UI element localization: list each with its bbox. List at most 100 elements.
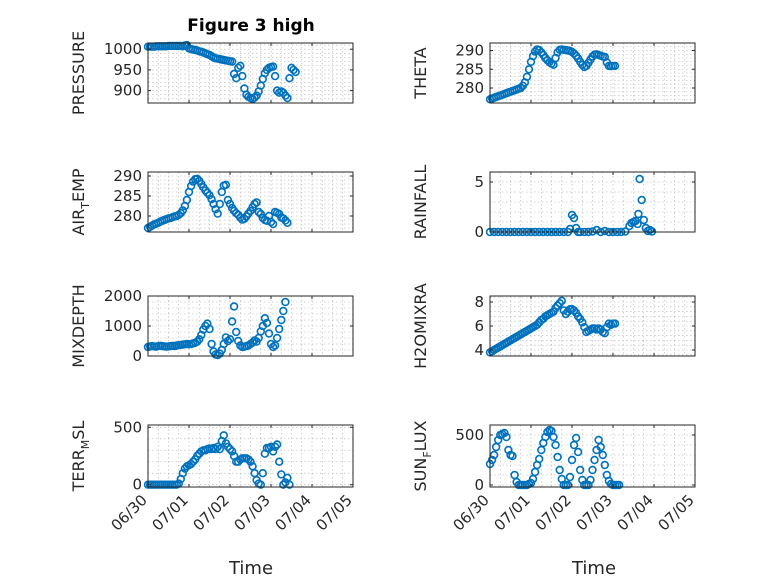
data-point — [283, 218, 292, 228]
data-point — [279, 306, 288, 316]
y-axis-label-part: EMP — [69, 168, 88, 202]
y-tick-label: 285 — [455, 60, 484, 78]
y-tick-label: 950 — [113, 61, 142, 79]
data-point — [215, 444, 225, 454]
figure-title: Figure 3 high — [187, 16, 315, 36]
data-point — [528, 51, 538, 61]
y-tick-label: 285 — [113, 187, 142, 205]
y-tick-label: 2000 — [104, 287, 142, 305]
data-point — [238, 71, 247, 81]
data-point — [244, 455, 253, 464]
data-point — [207, 339, 216, 349]
data-markers — [143, 174, 292, 233]
data-point — [635, 174, 644, 184]
data-point — [182, 195, 192, 205]
data-point — [634, 209, 643, 219]
data-point — [573, 447, 583, 457]
data-point — [193, 451, 202, 461]
subplot-4: 0 5 RAINFALL — [411, 165, 696, 241]
data-point — [234, 336, 243, 346]
y-tick-label: 0 — [474, 223, 484, 241]
data-point — [186, 459, 196, 469]
axes-box — [489, 424, 696, 488]
data-point — [227, 447, 237, 456]
data-point — [221, 180, 231, 190]
data-point — [610, 319, 620, 328]
data-point — [229, 302, 239, 311]
data-point — [227, 57, 237, 66]
axes-box — [489, 42, 696, 104]
data-point — [578, 318, 587, 327]
data-point — [250, 199, 259, 209]
data-point — [557, 296, 566, 305]
y-axis-label-subscript: F — [421, 451, 434, 457]
data-point — [600, 460, 609, 470]
data-markers — [143, 431, 294, 489]
data-point — [215, 199, 225, 209]
data-point — [178, 206, 188, 215]
data-point — [285, 73, 294, 83]
y-tick-label: 290 — [455, 42, 484, 60]
data-point — [487, 455, 497, 465]
y-tick-label: 280 — [113, 207, 142, 225]
data-point — [207, 195, 216, 204]
y-tick-label: 8 — [474, 293, 484, 311]
data-point — [551, 440, 560, 450]
plot-area — [148, 172, 353, 232]
data-point — [614, 480, 624, 490]
data-point — [223, 195, 233, 205]
data-point — [268, 447, 278, 456]
data-point — [504, 445, 513, 455]
axes-box — [147, 42, 354, 104]
data-point — [289, 65, 298, 75]
data-point — [524, 65, 534, 74]
data-point — [256, 209, 265, 219]
data-point — [586, 475, 595, 485]
data-markers — [143, 297, 290, 360]
data-point — [234, 63, 243, 73]
subplot-6: 4 6 8 H2OMIXRA — [411, 283, 696, 369]
data-point — [639, 215, 648, 225]
data-point — [569, 49, 579, 58]
data-point — [252, 91, 261, 100]
y-axis-label-part: SUN — [411, 458, 430, 492]
data-point — [279, 214, 288, 223]
data-point — [211, 444, 220, 454]
data-point — [264, 329, 274, 338]
data-point — [258, 469, 267, 478]
data-point — [275, 457, 284, 466]
data-point — [610, 61, 620, 71]
plot-area — [490, 172, 695, 232]
y-tick-label: 0 — [132, 347, 142, 365]
data-point — [283, 93, 292, 103]
data-point — [543, 427, 552, 437]
data-point — [262, 318, 272, 328]
y-axis-label-part: SL — [69, 421, 88, 440]
data-point — [232, 327, 241, 337]
data-point — [584, 480, 593, 490]
data-point — [270, 71, 280, 81]
axes-box — [147, 171, 354, 233]
data-point — [541, 432, 550, 442]
data-point — [571, 433, 581, 443]
axes-box — [489, 171, 696, 233]
data-point — [227, 317, 237, 326]
data-point — [567, 455, 577, 465]
x-axis-label-right: Time — [571, 558, 616, 579]
data-point — [272, 440, 282, 449]
y-tick-label: 1000 — [104, 40, 142, 58]
data-point — [592, 225, 601, 235]
data-point — [494, 435, 503, 445]
data-point — [225, 335, 235, 344]
data-point — [598, 450, 607, 460]
data-point — [588, 465, 597, 475]
data-point — [268, 62, 278, 71]
data-point — [270, 442, 280, 451]
data-point — [516, 83, 525, 93]
data-point — [600, 226, 609, 236]
axes-box — [147, 424, 354, 488]
y-tick-label: 5 — [474, 173, 484, 191]
data-point — [637, 195, 646, 205]
data-point — [229, 69, 239, 79]
